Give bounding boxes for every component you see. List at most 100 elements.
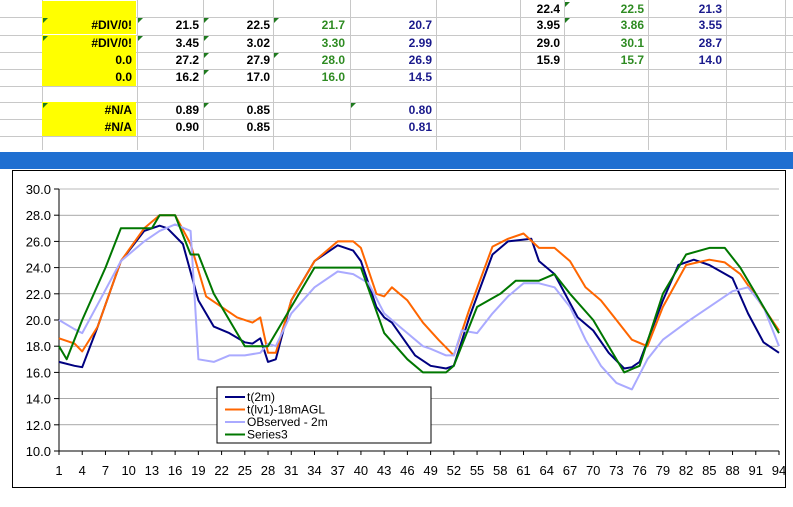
error-indicator-triangle bbox=[274, 53, 279, 58]
x-tick-label: 22 bbox=[214, 463, 228, 478]
cell-f-row1[interactable]: 22.4 bbox=[536, 2, 560, 16]
y-tick-label: 14.0 bbox=[26, 392, 51, 407]
y-tick-label: 12.0 bbox=[26, 418, 51, 433]
x-tick-label: 85 bbox=[702, 463, 716, 478]
y-tick-label: 24.0 bbox=[26, 261, 51, 276]
gridline-row bbox=[0, 52, 793, 53]
cell-c-row5[interactable]: 17.0 bbox=[246, 70, 270, 84]
cell-f-row3[interactable]: 29.0 bbox=[536, 36, 560, 50]
cell-e-row8[interactable]: 0.81 bbox=[408, 120, 432, 134]
legend-box bbox=[216, 386, 432, 444]
cell-a-row2[interactable]: #DIV/0! bbox=[42, 17, 136, 34]
cell-b-row1[interactable] bbox=[137, 1, 203, 17]
selected-row-band[interactable] bbox=[0, 152, 793, 169]
cell-g-row2[interactable]: 3.86 bbox=[620, 18, 644, 32]
x-tick-label: 7 bbox=[102, 463, 109, 478]
error-indicator-triangle bbox=[565, 2, 570, 7]
error-indicator-triangle bbox=[204, 70, 209, 75]
cell-b-row8[interactable]: 0.90 bbox=[175, 120, 199, 134]
cell-h-row4[interactable]: 14.0 bbox=[698, 53, 722, 67]
gridline-col bbox=[350, 0, 351, 150]
x-tick-label: 13 bbox=[145, 463, 159, 478]
gridline-row bbox=[0, 136, 793, 137]
cell-e-row5[interactable]: 14.5 bbox=[408, 70, 432, 84]
gridline-row bbox=[0, 17, 793, 18]
cell-a-row5[interactable]: 0.0 bbox=[42, 69, 136, 86]
error-indicator-triangle bbox=[138, 36, 143, 41]
y-tick-label: 18.0 bbox=[26, 339, 51, 354]
cell-b-row4[interactable]: 27.2 bbox=[175, 53, 199, 67]
series-line-2 bbox=[58, 214, 780, 357]
x-tick-label: 61 bbox=[516, 463, 530, 478]
cell-d-row3[interactable]: 3.30 bbox=[321, 36, 345, 50]
cell-e-row3[interactable]: 2.99 bbox=[408, 36, 432, 50]
y-tick-label: 22.0 bbox=[26, 287, 51, 302]
cell-h-row3[interactable]: 28.7 bbox=[698, 36, 722, 50]
cell-b-row2[interactable]: 21.5 bbox=[175, 18, 199, 32]
cell-a-row4[interactable]: 0.0 bbox=[42, 52, 136, 69]
x-tick-label: 37 bbox=[330, 463, 344, 478]
x-tick-label: 94 bbox=[772, 463, 785, 478]
cell-a-row3[interactable]: #DIV/0! bbox=[42, 35, 136, 52]
error-indicator-triangle bbox=[138, 18, 143, 23]
cell-d-row1[interactable] bbox=[273, 1, 349, 17]
cell-c-row2[interactable]: 22.5 bbox=[246, 18, 270, 32]
cell-g-row1[interactable]: 22.5 bbox=[620, 2, 644, 16]
cell-a-row1[interactable] bbox=[42, 1, 136, 18]
y-tick-label: 28.0 bbox=[26, 208, 51, 223]
cell-c-row1[interactable] bbox=[203, 1, 274, 17]
error-indicator-triangle bbox=[204, 36, 209, 41]
gridline-row bbox=[0, 69, 793, 70]
line-chart: 10.0 12.0 14.0 16.0 18.0 20.0 22.0 24.0 26.0 28.0… bbox=[26, 182, 787, 478]
cell-a-row7[interactable]: #N/A bbox=[42, 102, 136, 119]
cell-h-row2[interactable]: 3.55 bbox=[698, 18, 722, 32]
y-tick-label: 26.0 bbox=[26, 234, 51, 249]
series-line-4 bbox=[58, 214, 780, 374]
x-tick-label: 4 bbox=[79, 463, 86, 478]
cell-e-row2[interactable]: 20.7 bbox=[408, 18, 432, 32]
x-tick-label: 73 bbox=[609, 463, 623, 478]
cell-a-row8[interactable]: #N/A bbox=[42, 119, 136, 136]
cell-c-row3[interactable]: 3.02 bbox=[246, 36, 270, 50]
legend-label-4: Series3 bbox=[247, 428, 288, 442]
chart-area[interactable]: 10.0 12.0 14.0 16.0 18.0 20.0 22.0 24.0 26.0 28.0… bbox=[12, 170, 786, 488]
cell-e-row1[interactable] bbox=[350, 1, 436, 17]
x-tick-label: 43 bbox=[377, 463, 391, 478]
gridline-col bbox=[273, 0, 274, 150]
cell-g-row3[interactable]: 30.1 bbox=[620, 36, 644, 50]
gridline-col bbox=[564, 0, 565, 150]
cell-g-row4[interactable]: 15.7 bbox=[620, 53, 644, 67]
x-tick-label: 10 bbox=[121, 463, 135, 478]
x-tick-label: 88 bbox=[725, 463, 739, 478]
cell-e-row4[interactable]: 26.9 bbox=[408, 53, 432, 67]
cell-c-row7[interactable]: 0.85 bbox=[246, 103, 270, 117]
cell-f-row4[interactable]: 15.9 bbox=[536, 53, 560, 67]
cell-c-row8[interactable]: 0.85 bbox=[246, 120, 270, 134]
x-tick-label: 82 bbox=[679, 463, 693, 478]
x-tick-label: 16 bbox=[168, 463, 182, 478]
cell-d-row2[interactable]: 21.7 bbox=[321, 18, 345, 32]
cell-f-row2[interactable]: 3.95 bbox=[536, 18, 560, 32]
error-indicator-triangle bbox=[204, 53, 209, 58]
cell-b-row5[interactable]: 16.2 bbox=[175, 70, 199, 84]
cell-b-row7[interactable]: 0.89 bbox=[175, 103, 199, 117]
y-tick-label: 30.0 bbox=[26, 182, 51, 197]
x-tick-label: 64 bbox=[540, 463, 554, 478]
series-line-1 bbox=[58, 224, 780, 370]
x-tick-label: 55 bbox=[470, 463, 484, 478]
cell-c-row4[interactable]: 27.9 bbox=[246, 53, 270, 67]
gridline-col bbox=[436, 0, 437, 150]
cell-b-row3[interactable]: 3.45 bbox=[175, 36, 199, 50]
cell-e-row7[interactable]: 0.80 bbox=[408, 103, 432, 117]
cell-d-row4[interactable]: 28.0 bbox=[321, 53, 345, 67]
error-indicator-triangle bbox=[565, 18, 570, 23]
series-line-3 bbox=[58, 223, 780, 391]
y-tick-label: 16.0 bbox=[26, 365, 51, 380]
x-tick-label: 49 bbox=[423, 463, 437, 478]
cell-d-row5[interactable]: 16.0 bbox=[321, 70, 345, 84]
gridline-row bbox=[0, 86, 793, 87]
gridline-row bbox=[0, 35, 793, 36]
cell-h-row1[interactable]: 21.3 bbox=[698, 2, 722, 16]
y-tick-label: 20.0 bbox=[26, 313, 51, 328]
x-tick-label: 25 bbox=[238, 463, 252, 478]
